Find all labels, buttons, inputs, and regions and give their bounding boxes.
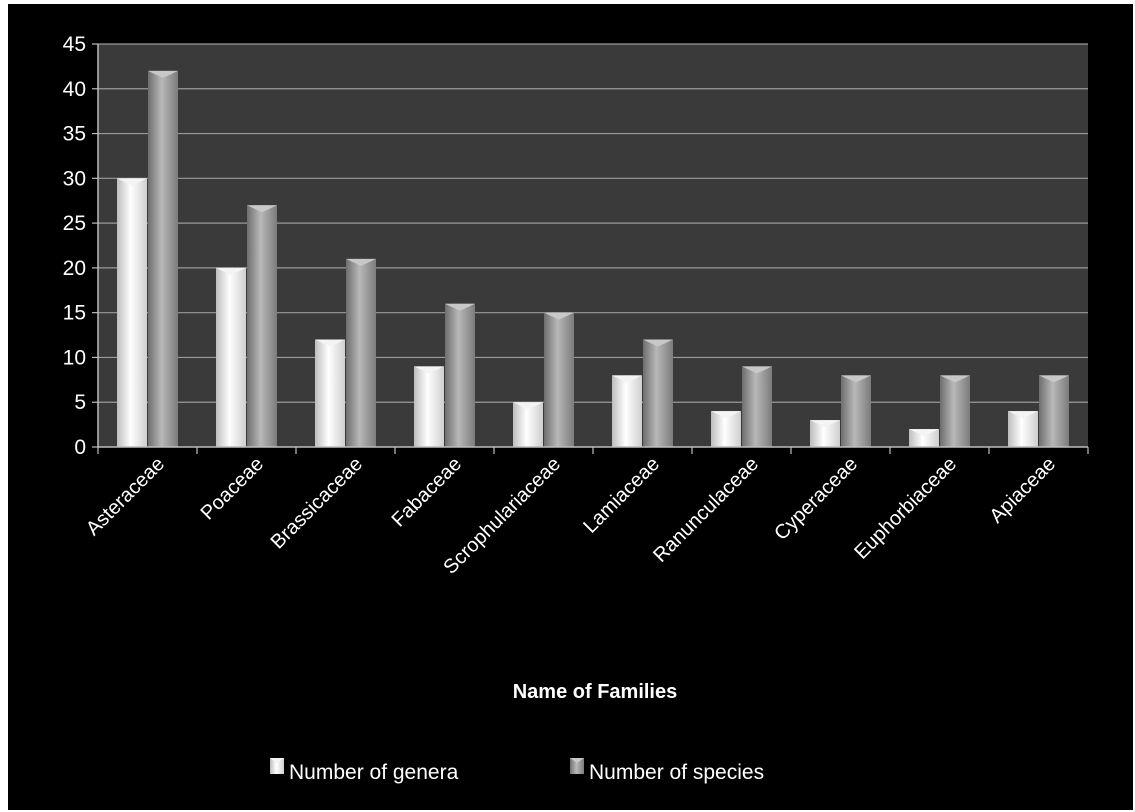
legend-label: Number of species (589, 761, 764, 784)
x-tick-label: Lamiaceae (579, 453, 664, 538)
bars (117, 70, 1069, 448)
species-bar-cap (643, 339, 673, 347)
legend-swatch (570, 758, 584, 774)
species-bar (940, 375, 970, 447)
y-tick-label: 10 (63, 346, 86, 369)
genera-bar (909, 429, 939, 447)
species-bar-cap (247, 205, 277, 213)
species-bar (247, 205, 277, 447)
genera-bar (117, 178, 147, 448)
legend: Number of genera Number of species (270, 758, 764, 784)
y-tick-label: 25 (63, 212, 86, 235)
genera-bar-cap (612, 375, 642, 383)
genera-bar-cap (1008, 411, 1038, 419)
y-tick-label: 45 (63, 33, 86, 56)
genera-bar-cap (810, 420, 840, 428)
x-tick-label: Poaceae (197, 453, 268, 524)
x-tick-label: Brassicaceae (267, 453, 367, 553)
genera-bar-cap (711, 411, 741, 419)
genera-bar-cap (909, 429, 939, 437)
y-tick-label: 20 (63, 257, 86, 280)
y-tick-label: 5 (74, 391, 86, 414)
legend-swatch-cap (270, 758, 284, 763)
species-bar (643, 339, 673, 447)
x-tick-label: Fabaceae (388, 453, 466, 531)
species-bar (445, 303, 475, 447)
genera-bar (612, 375, 642, 447)
genera-bar (216, 267, 246, 447)
genera-bar-cap (117, 178, 147, 186)
species-bar-cap (841, 375, 871, 383)
species-bar-cap (1039, 375, 1069, 383)
legend-swatch (270, 758, 284, 774)
x-tick-label: Apiaceae (986, 453, 1061, 528)
species-bar-cap (940, 375, 970, 383)
species-bar (841, 375, 871, 447)
x-tick-label: Cyperaceae (770, 453, 862, 545)
species-bar-cap (445, 303, 475, 311)
genera-bar-cap (315, 339, 345, 347)
y-tick-label: 15 (63, 302, 86, 325)
legend-label: Number of genera (289, 761, 459, 784)
y-tick-label: 40 (63, 78, 86, 101)
x-axis-title: Name of Families (513, 681, 678, 703)
x-tick-label: Asteraceae (82, 453, 169, 540)
y-tick-label: 35 (63, 123, 86, 146)
species-bar-cap (742, 366, 772, 374)
chart-frame: 0 5 10 15 20 25 30 35 40 45 Asteraceae Poaceae Bras… (8, 4, 1133, 810)
bar-chart: 0 5 10 15 20 25 30 35 40 45 Asteraceae PoaceaeBras… (63, 33, 1089, 784)
species-bar-cap (346, 258, 376, 266)
species-bar (346, 258, 376, 447)
species-bar-cap (148, 70, 178, 78)
y-tick-label: 0 (74, 436, 86, 459)
species-bar (148, 70, 178, 447)
plot-area (98, 44, 1088, 447)
y-tick-label: 30 (63, 167, 86, 190)
x-tick-label: Ranunculaceae (649, 453, 763, 567)
species-bar (544, 312, 574, 447)
legend-swatch-cap (570, 758, 584, 763)
genera-bar (414, 366, 444, 447)
genera-bar-cap (513, 402, 543, 410)
species-bar-cap (544, 312, 574, 320)
species-bar (742, 366, 772, 447)
genera-bar (315, 339, 345, 447)
genera-bar (513, 402, 543, 447)
genera-bar-cap (414, 366, 444, 374)
species-bar (1039, 375, 1069, 447)
x-tick-label: Euphorbiaceae (850, 453, 961, 564)
genera-bar-cap (216, 267, 246, 275)
y-axis-ticks: 0 5 10 15 20 25 30 35 40 45 (63, 33, 98, 459)
